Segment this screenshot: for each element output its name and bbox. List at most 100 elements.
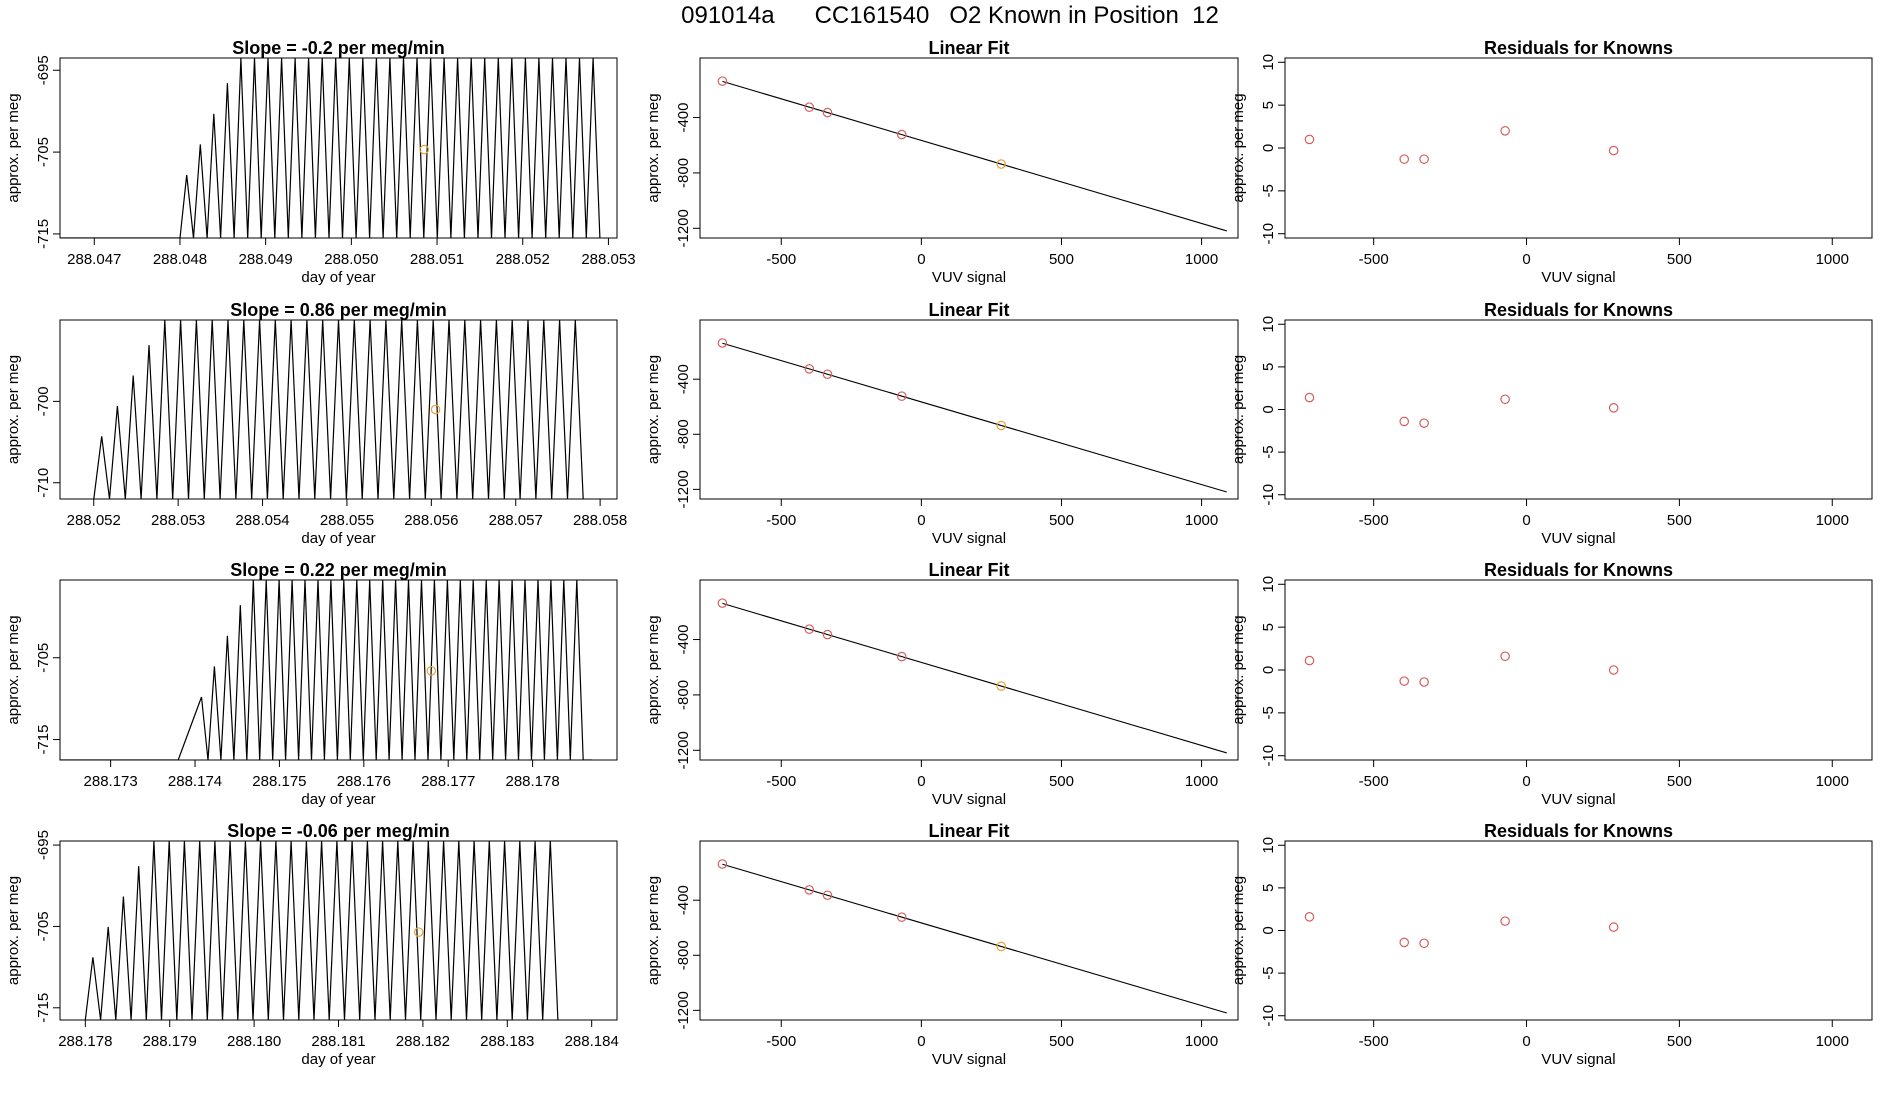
x-tick-label: 288.053 (151, 512, 205, 529)
x-tick-label: 0 (1522, 251, 1530, 268)
y-tick-label: 0 (1260, 666, 1277, 674)
plot-frame (1284, 579, 1873, 761)
y-tick-label: -710 (35, 468, 52, 498)
panel-title: Slope = -0.06 per meg/min (227, 821, 450, 841)
panel-3-2: Linear Fit -500 0 500 1000 -400 -800 -1200 VUV s… (645, 560, 1239, 808)
figure-title: 091014a CC161540 O2 Known in Position 12 (681, 2, 1219, 29)
panel-title: Linear Fit (928, 821, 1009, 841)
plot-frame (1284, 840, 1873, 1021)
panel-title: Slope = -0.2 per meg/min (232, 38, 445, 58)
y-tick-label: -1200 (675, 209, 692, 247)
plot-area (60, 580, 592, 760)
data-point (430, 404, 441, 415)
data-point (717, 598, 728, 608)
y-tick-label: 5 (1260, 363, 1277, 371)
panel-2-3: Residuals for Knowns -500 0 500 1000 10 5 0 -5 -1… (1230, 300, 1873, 547)
panel-title: Residuals for Knowns (1484, 38, 1673, 58)
y-tick-label: -400 (675, 885, 692, 915)
data-point (804, 364, 815, 374)
x-tick-label: 288.055 (320, 512, 374, 529)
plot-area (717, 338, 1227, 493)
x-tick-label: 0 (917, 512, 925, 529)
data-point (896, 129, 907, 140)
x-tick-label: 288.048 (153, 251, 207, 268)
y-tick-label: -800 (675, 940, 692, 970)
x-tick-label: 500 (1049, 251, 1074, 268)
x-tick-label: -500 (766, 773, 796, 790)
x-axis-label: VUV signal (1541, 269, 1615, 286)
x-tick-label: 1000 (1185, 512, 1218, 529)
x-tick-label: 288.050 (324, 251, 378, 268)
x-tick-label: 288.178 (58, 1033, 112, 1050)
y-tick-label: -705 (35, 643, 52, 673)
plot-area (1304, 651, 1619, 687)
y-axis-label: approx. per meg (1230, 615, 1247, 724)
plot-frame (699, 840, 1239, 1021)
x-tick-label: 288.174 (168, 773, 222, 790)
y-axis-label: approx. per meg (5, 93, 22, 202)
x-axis-label: VUV signal (1541, 791, 1615, 808)
plot-area (717, 76, 1227, 232)
y-tick-label: -715 (35, 219, 52, 249)
plot-frame (59, 319, 618, 500)
y-axis-label: approx. per meg (645, 876, 662, 985)
panel-title: Linear Fit (928, 560, 1009, 580)
x-tick-label: 288.058 (573, 512, 627, 529)
x-tick-label: 288.052 (67, 512, 121, 529)
y-axis-label: approx. per meg (1230, 355, 1247, 464)
data-point (1399, 154, 1410, 164)
series-line (93, 320, 584, 499)
plot-area (1304, 912, 1619, 949)
x-tick-label: 288.175 (252, 773, 306, 790)
x-axis-label: VUV signal (1541, 530, 1615, 547)
panel-2-1: Slope = 0.86 per meg/min 288.052 288.053 28… (5, 300, 627, 547)
x-tick-label: 1000 (1816, 251, 1849, 268)
panel-4-3: Residuals for Knowns -500 0 500 1000 10 5 0 -5 -1… (1230, 821, 1873, 1068)
data-point (1419, 154, 1429, 164)
x-tick-label: 288.053 (581, 251, 635, 268)
plot-area (717, 598, 1227, 754)
x-tick-label: 288.179 (143, 1033, 197, 1050)
x-tick-label: 288.180 (227, 1033, 281, 1050)
x-tick-label: 288.052 (496, 251, 550, 268)
x-tick-label: 288.183 (480, 1033, 534, 1050)
y-tick-label: -695 (35, 830, 52, 860)
x-tick-label: 288.182 (396, 1033, 450, 1050)
y-tick-label: 10 (1260, 837, 1277, 854)
data-point (717, 859, 728, 869)
y-tick-label: -705 (35, 137, 52, 167)
plot-frame (1284, 57, 1873, 239)
x-tick-label: 0 (917, 1033, 925, 1050)
data-point (1500, 394, 1510, 405)
data-point (996, 681, 1007, 691)
x-tick-label: 288.051 (410, 251, 464, 268)
x-tick-label: -500 (766, 512, 796, 529)
data-point (1304, 134, 1315, 145)
x-tick-label: 288.176 (337, 773, 391, 790)
panel-title: Slope = 0.86 per meg/min (230, 300, 447, 320)
y-tick-label: -1200 (675, 731, 692, 769)
y-tick-label: 10 (1260, 316, 1277, 333)
y-tick-label: -10 (1260, 223, 1277, 245)
data-point (1608, 922, 1619, 932)
x-tick-label: 500 (1049, 773, 1074, 790)
x-tick-label: 288.178 (505, 773, 559, 790)
plot-frame (699, 579, 1239, 761)
plot-area (60, 58, 601, 238)
x-axis-label: day of year (301, 1051, 375, 1068)
data-point (896, 391, 907, 401)
y-tick-label: -695 (35, 55, 52, 85)
x-tick-label: 500 (1667, 1033, 1692, 1050)
data-point (1419, 418, 1429, 428)
y-tick-label: -10 (1260, 745, 1277, 767)
data-point (1608, 665, 1619, 675)
x-tick-label: 288.054 (235, 512, 289, 529)
data-point (896, 912, 907, 922)
y-axis-label: approx. per meg (645, 355, 662, 464)
panel-4-2: Linear Fit -500 0 500 1000 -400 -800 -1200 VUV s… (645, 821, 1239, 1068)
y-axis-label: approx. per meg (1230, 876, 1247, 985)
y-tick-label: -10 (1260, 484, 1277, 506)
data-point (426, 666, 437, 676)
y-axis-label: approx. per meg (1230, 93, 1247, 202)
y-tick-label: -1200 (675, 470, 692, 508)
